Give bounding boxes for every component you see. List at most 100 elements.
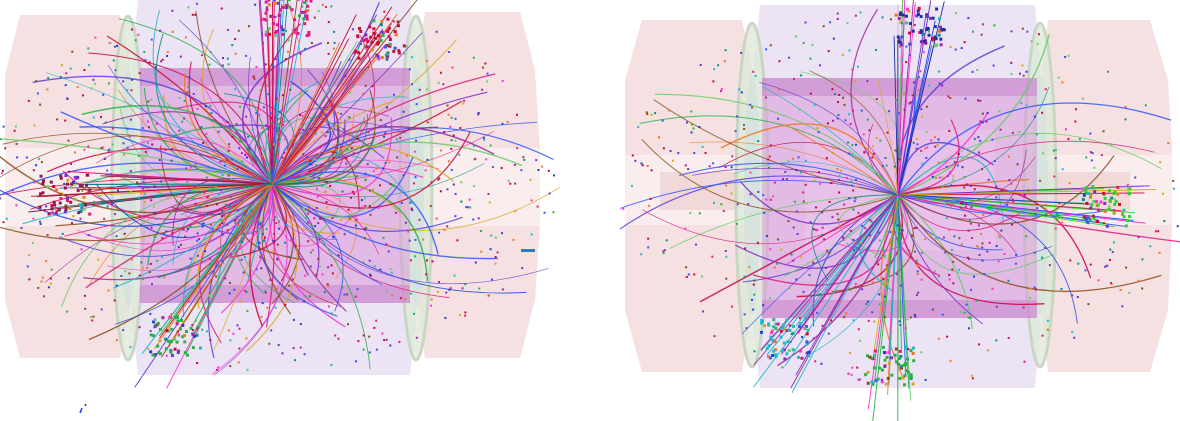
detector-hit: [992, 64, 995, 67]
detector-hit: [690, 131, 693, 134]
detector-hit: [66, 97, 69, 100]
detector-hit: [278, 220, 280, 223]
detector-hit: [20, 227, 23, 230]
detector-hit: [246, 148, 249, 151]
detector-hit: [1161, 192, 1164, 195]
detector-hit: [364, 205, 367, 207]
detector-hit: [209, 51, 212, 54]
detector-hit: [514, 182, 517, 185]
detector-hit: [960, 47, 963, 50]
calorimeter-hit: [279, 25, 283, 29]
detector-hit: [832, 119, 834, 122]
detector-hit: [384, 161, 387, 164]
calorimeter-hit: [186, 353, 190, 357]
calorimeter-hit: [774, 348, 777, 352]
detector-hit: [187, 306, 190, 309]
detector-hit: [410, 292, 413, 295]
detector-hit: [800, 171, 802, 174]
detector-hit: [115, 235, 118, 238]
calorimeter-hit: [284, 6, 288, 9]
detector-hit: [273, 143, 275, 146]
detector-hit: [258, 241, 261, 244]
detector-hit: [1073, 336, 1076, 339]
calorimeter-hit: [376, 54, 380, 58]
detector-hit: [928, 233, 931, 236]
calorimeter-hit: [267, 27, 271, 31]
detector-hit: [64, 84, 67, 87]
detector-hit: [877, 263, 880, 266]
detector-hit: [146, 120, 149, 123]
detector-hit: [826, 289, 829, 292]
detector-hit: [425, 273, 428, 276]
detector-hit: [933, 136, 936, 139]
detector-hit: [32, 169, 35, 172]
detector-hit: [176, 330, 179, 333]
detector-hit: [1126, 184, 1129, 187]
detector-hit: [1022, 74, 1025, 77]
detector-hit: [408, 239, 411, 242]
detector-hit: [1027, 189, 1030, 192]
detector-hit: [32, 217, 35, 220]
detector-hit: [74, 151, 76, 154]
calorimeter-hit: [388, 42, 392, 46]
detector-hit: [340, 219, 342, 221]
detector-hit: [1172, 179, 1175, 182]
detector-hit: [281, 352, 284, 355]
detector-hit: [1042, 152, 1045, 155]
detector-hit: [832, 147, 835, 150]
detector-hit: [896, 74, 899, 77]
detector-hit: [501, 232, 503, 235]
detector-hit: [684, 227, 687, 230]
particle-track: [220, 183, 274, 314]
detector-hit: [319, 217, 322, 220]
detector-hit: [1106, 264, 1109, 267]
calorimeter-hit: [38, 205, 42, 209]
detector-hit: [452, 183, 455, 186]
jet-track: [766, 194, 899, 356]
detector-hit: [364, 197, 366, 200]
calorimeter-hit: [1122, 215, 1126, 219]
detector-hit: [46, 88, 49, 91]
detector-hit: [945, 165, 948, 168]
detector-view-right: [620, 0, 1180, 421]
calorimeter-hit: [791, 348, 795, 352]
detector-hit: [202, 222, 205, 225]
detector-hit: [407, 230, 410, 233]
detector-hit: [925, 105, 928, 108]
particle-track: [0, 162, 273, 196]
detector-hit: [1044, 246, 1047, 249]
detector-hit: [194, 163, 197, 166]
calorimeter-hit: [1108, 199, 1112, 202]
detector-hit: [1010, 61, 1013, 64]
detector-hit: [313, 217, 316, 220]
detector-hit: [645, 111, 648, 114]
stray-tick-marks: [79, 403, 87, 414]
calorimeter-hit: [379, 23, 383, 27]
detector-hit: [472, 56, 475, 59]
detector-hit: [981, 112, 984, 115]
detector-hit: [325, 159, 328, 162]
detector-hit: [10, 228, 13, 231]
detector-hit: [1086, 217, 1088, 220]
detector-hit: [267, 93, 270, 96]
particle-track: [0, 183, 273, 227]
detector-hit: [325, 113, 328, 116]
detector-hit: [973, 191, 976, 194]
detector-hit: [426, 158, 429, 161]
detector-hit: [477, 112, 480, 114]
calorimeter-hit: [909, 376, 913, 380]
detector-hit: [272, 147, 275, 149]
detector-hit: [252, 250, 255, 253]
detector-hit: [39, 220, 41, 223]
detector-hit: [315, 273, 318, 276]
detector-hit: [915, 294, 918, 297]
calorimeter-hit: [158, 352, 162, 356]
detector-hit: [748, 266, 751, 269]
detector-hit: [375, 167, 378, 170]
detector-hit: [848, 49, 851, 52]
particle-track: [838, 194, 899, 259]
detector-hit: [743, 127, 746, 130]
detector-hit: [743, 275, 746, 278]
detector-hit: [900, 227, 903, 229]
detector-hit: [512, 238, 515, 241]
